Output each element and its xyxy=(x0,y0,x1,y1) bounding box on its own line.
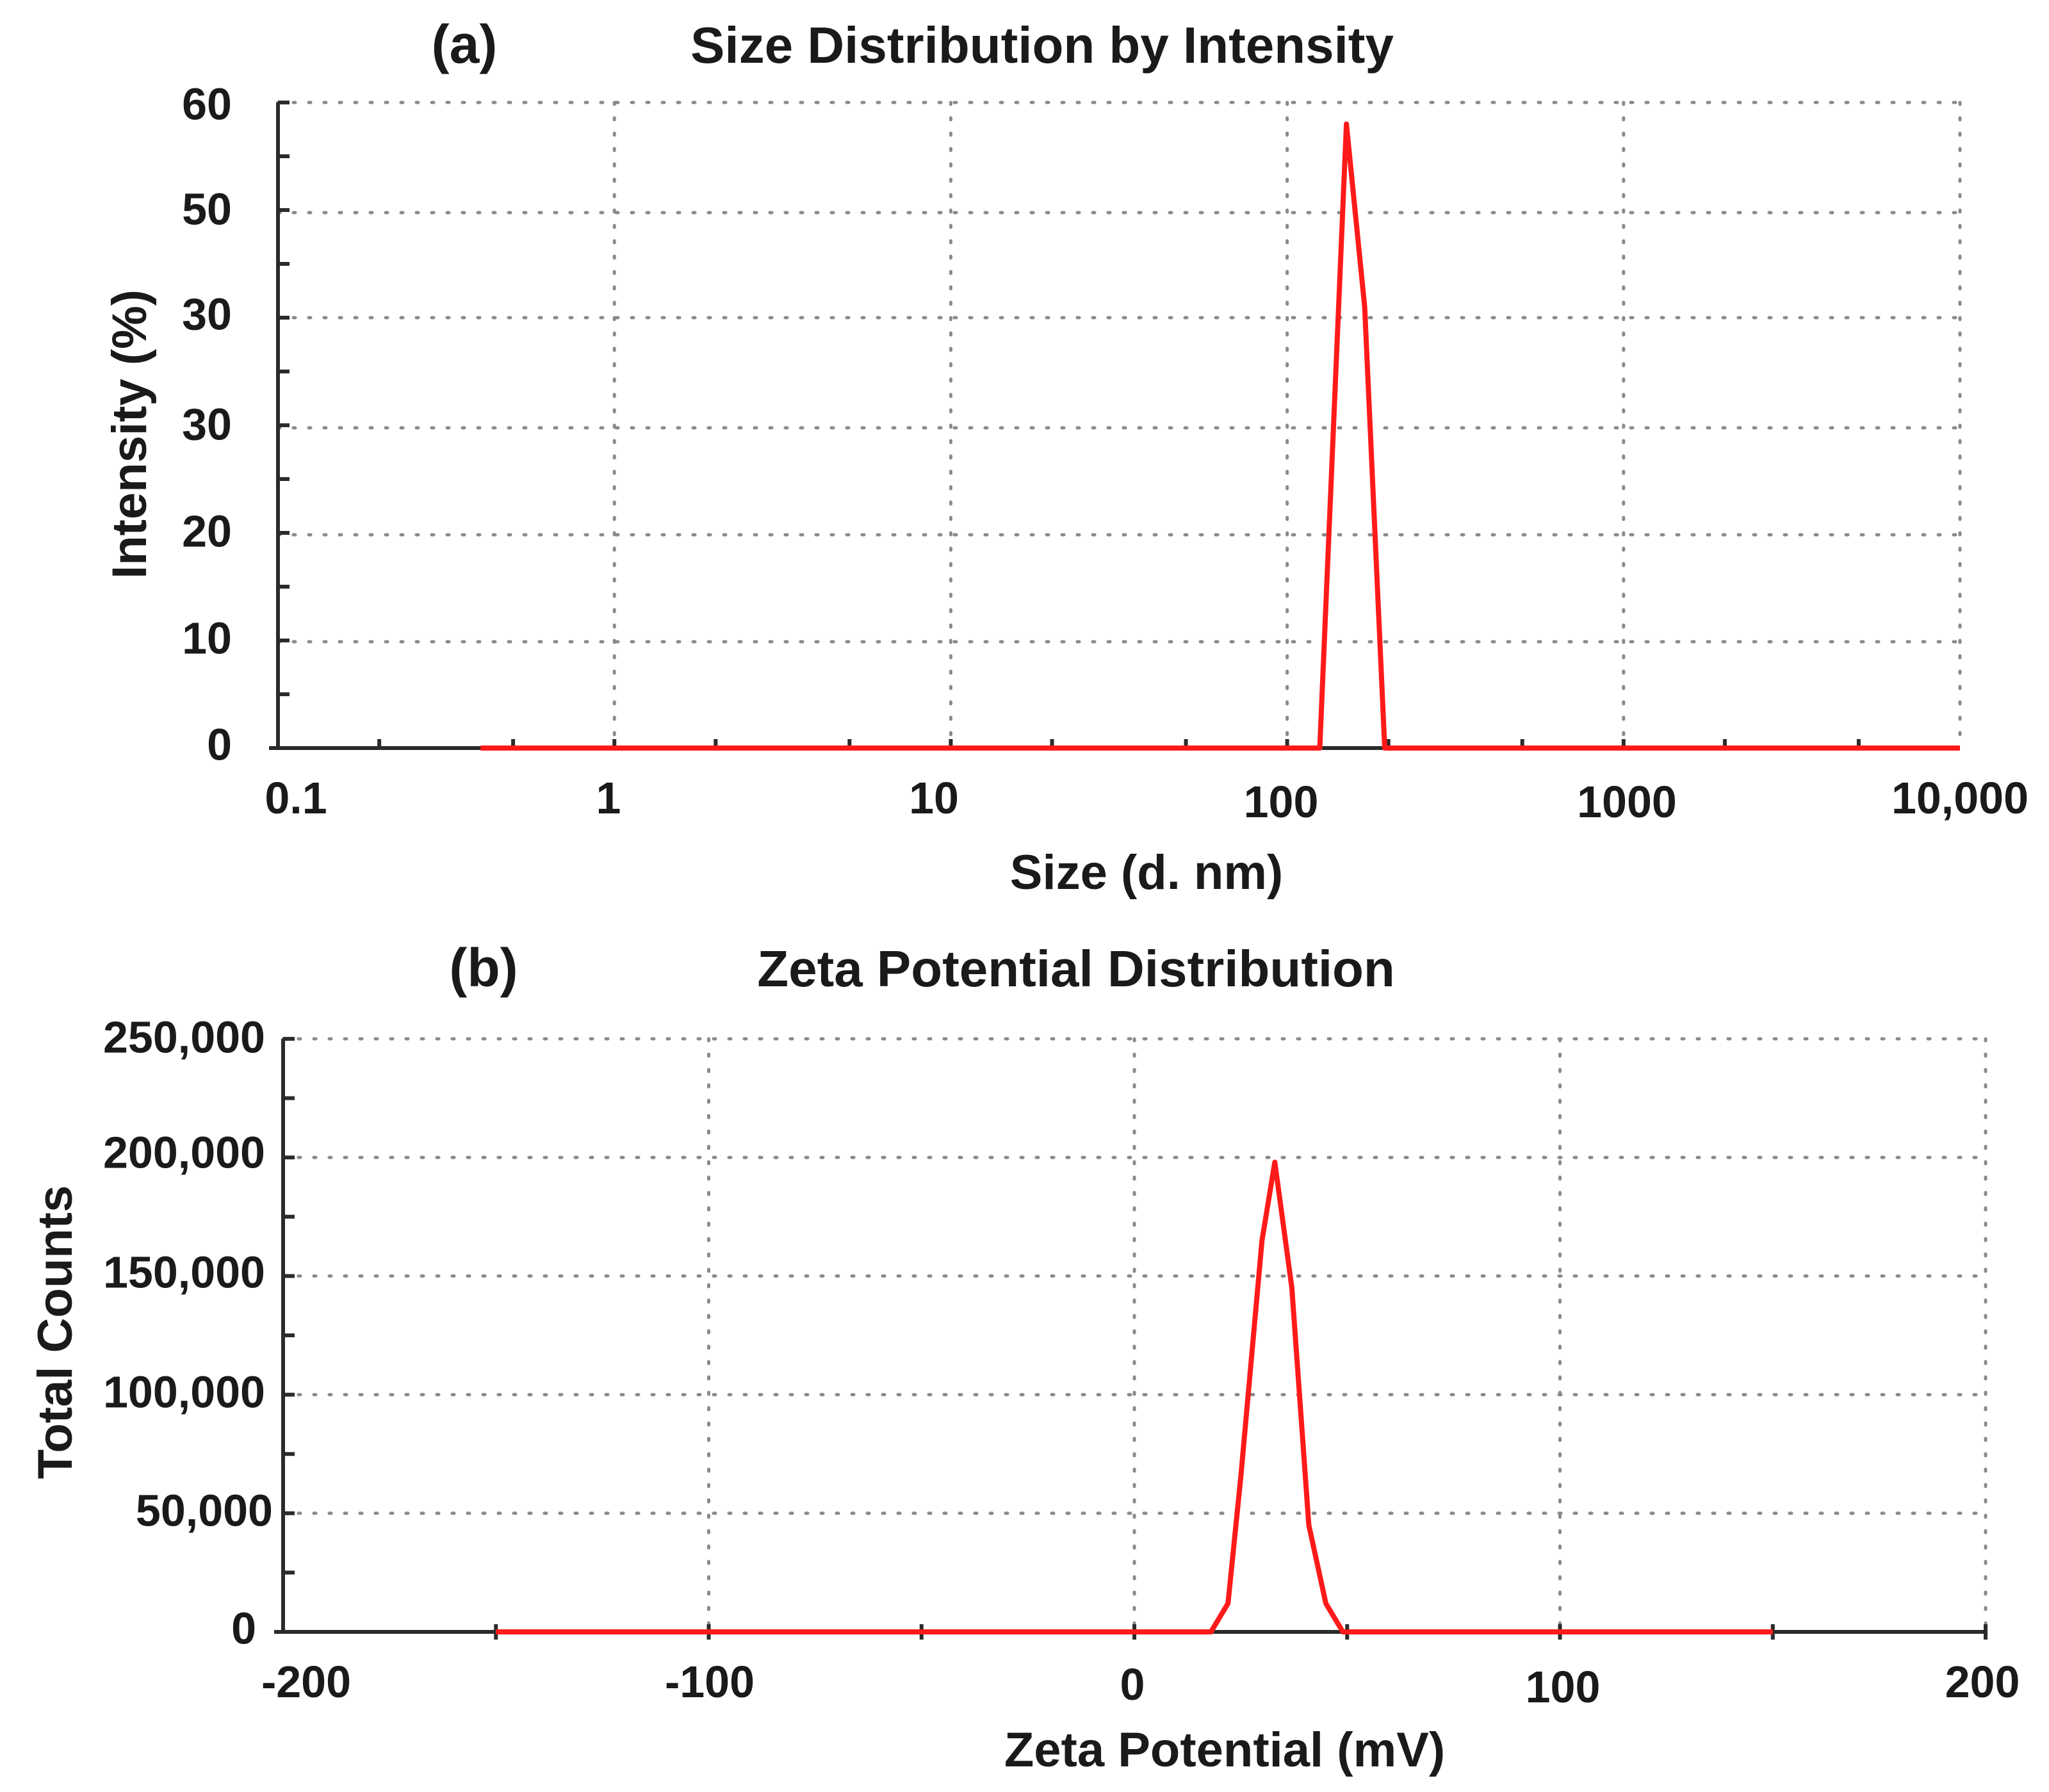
panel-b-y-tick-labels: 0 50,000 100,000 150,000 200,000 250,000 xyxy=(103,1012,273,1653)
panel-b-title: Zeta Potential Distribution xyxy=(757,940,1395,997)
panel-a-x-tick-label: 10,000 xyxy=(1891,773,2029,823)
panel-a-y-tick-label: 60 xyxy=(182,79,232,129)
panel-a-x-tick-label: 1000 xyxy=(1577,777,1677,827)
panel-b-x-axis-label: Zeta Potential (mV) xyxy=(1004,1723,1445,1777)
panel-a-minor-ticks xyxy=(276,101,1861,750)
panel-a-x-tick-label: 1 xyxy=(596,773,621,823)
panel-b-y-tick-label: 0 xyxy=(231,1603,256,1653)
panel-b-x-tick-label: 200 xyxy=(1945,1657,2020,1707)
panel-b-y-tick-label: 100,000 xyxy=(103,1367,265,1417)
panel-b-grid xyxy=(281,1037,1988,1634)
panel-a-y-axis-label: Intensity (%) xyxy=(102,289,157,579)
panel-b-x-tick-label: 100 xyxy=(1526,1662,1601,1712)
panel-a-y-tick-label: 30 xyxy=(182,289,232,339)
panel-a-y-tick-label: 50 xyxy=(182,184,232,234)
panel-a-x-tick-label: 10 xyxy=(909,773,959,823)
panel-a-y-tick-label: 20 xyxy=(182,506,232,556)
panel-a-y-tick-labels: 0 10 20 30 30 50 60 xyxy=(182,79,232,769)
panel-a-x-tick-labels: 0.1 1 10 100 1000 10,000 xyxy=(265,773,2029,827)
panel-a-y-tick-label: 0 xyxy=(207,719,232,769)
panel-b-y-tick-label: 150,000 xyxy=(103,1247,265,1297)
panel-a-x-tick-label: 0.1 xyxy=(265,773,327,823)
panel-a-intensity-line xyxy=(480,121,1960,751)
panel-a-y-tick-label: 30 xyxy=(182,399,232,449)
panel-a-title: Size Distribution by Intensity xyxy=(690,17,1394,74)
panel-a-grid xyxy=(276,101,1962,750)
panel-b-x-tick-labels: -200 -100 0 100 200 xyxy=(261,1657,2020,1712)
panel-b-y-tick-label: 250,000 xyxy=(103,1012,265,1062)
panel-b-y-tick-label: 50,000 xyxy=(136,1485,273,1535)
panel-b-y-tick-label: 200,000 xyxy=(103,1127,265,1177)
panel-b-total-counts-line xyxy=(496,1159,1773,1634)
panel-a-y-tick-label: 10 xyxy=(182,613,232,663)
panel-b-x-tick-label: 0 xyxy=(1120,1659,1145,1709)
panel-b-label: (b) xyxy=(449,938,518,998)
panel-b-x-tick-label: -100 xyxy=(665,1657,755,1707)
panel-b-x-tick-label: -200 xyxy=(261,1657,351,1707)
panel-b-y-axis-label: Total Counts xyxy=(28,1185,83,1479)
panel-a-x-tick-label: 100 xyxy=(1244,777,1319,827)
panel-a-size-distribution: (a) Size Distribution by Intensity 0 10 … xyxy=(102,14,2029,900)
panel-a-x-axis-label: Size (d. nm) xyxy=(1010,845,1283,900)
panel-a-label: (a) xyxy=(432,14,498,74)
panel-b-zeta-potential: (b) Zeta Potential Distribution 0 50,000… xyxy=(28,938,2020,1777)
